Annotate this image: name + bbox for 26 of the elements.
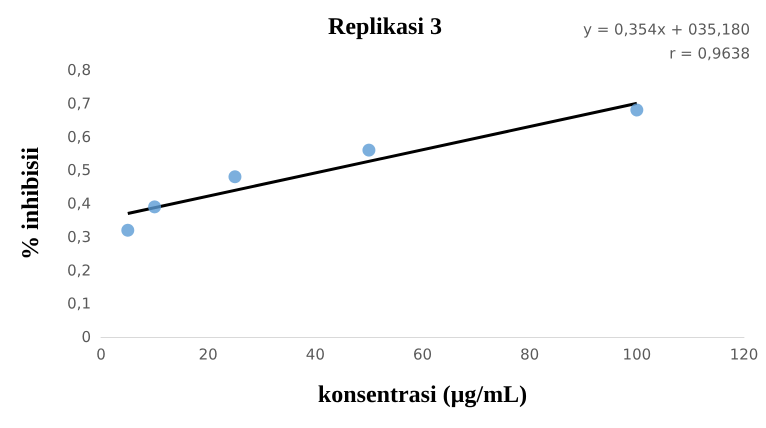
y-tick-label: 0,1 bbox=[67, 294, 91, 313]
x-tick-label: 60 bbox=[412, 346, 432, 364]
point bbox=[228, 170, 242, 184]
point bbox=[121, 224, 134, 237]
text: y = 0,354x + 035,180 bbox=[583, 20, 750, 38]
x-tick-label: 100 bbox=[622, 346, 652, 364]
x-tick-label: 20 bbox=[198, 346, 218, 364]
y-tick-label: 0,8 bbox=[67, 61, 91, 79]
x-tick-label: 80 bbox=[520, 346, 540, 364]
point bbox=[630, 104, 644, 117]
chart-title: Replikasi 3 bbox=[328, 14, 442, 40]
point bbox=[362, 144, 376, 157]
x-tick-label: 120 bbox=[730, 346, 758, 364]
y-tick-label: 0 bbox=[81, 328, 91, 346]
y-tick-label: 0,2 bbox=[67, 261, 91, 280]
x-tick-label: 40 bbox=[306, 346, 325, 364]
y-tick-label: 0,5 bbox=[67, 161, 91, 180]
point bbox=[148, 200, 162, 214]
y-axis-title: % inhibisii bbox=[18, 146, 44, 260]
x-tick-label: 0 bbox=[96, 346, 106, 364]
x-axis-title: konsentrasi (µg/mL) bbox=[318, 382, 528, 408]
y-tick-label: 0,4 bbox=[67, 194, 91, 212]
text: r = 0,9638 bbox=[669, 44, 750, 62]
y-tick-label: 0,3 bbox=[67, 228, 91, 246]
y-tick-label: 0,6 bbox=[67, 128, 91, 146]
y-tick-label: 0,7 bbox=[67, 94, 91, 112]
